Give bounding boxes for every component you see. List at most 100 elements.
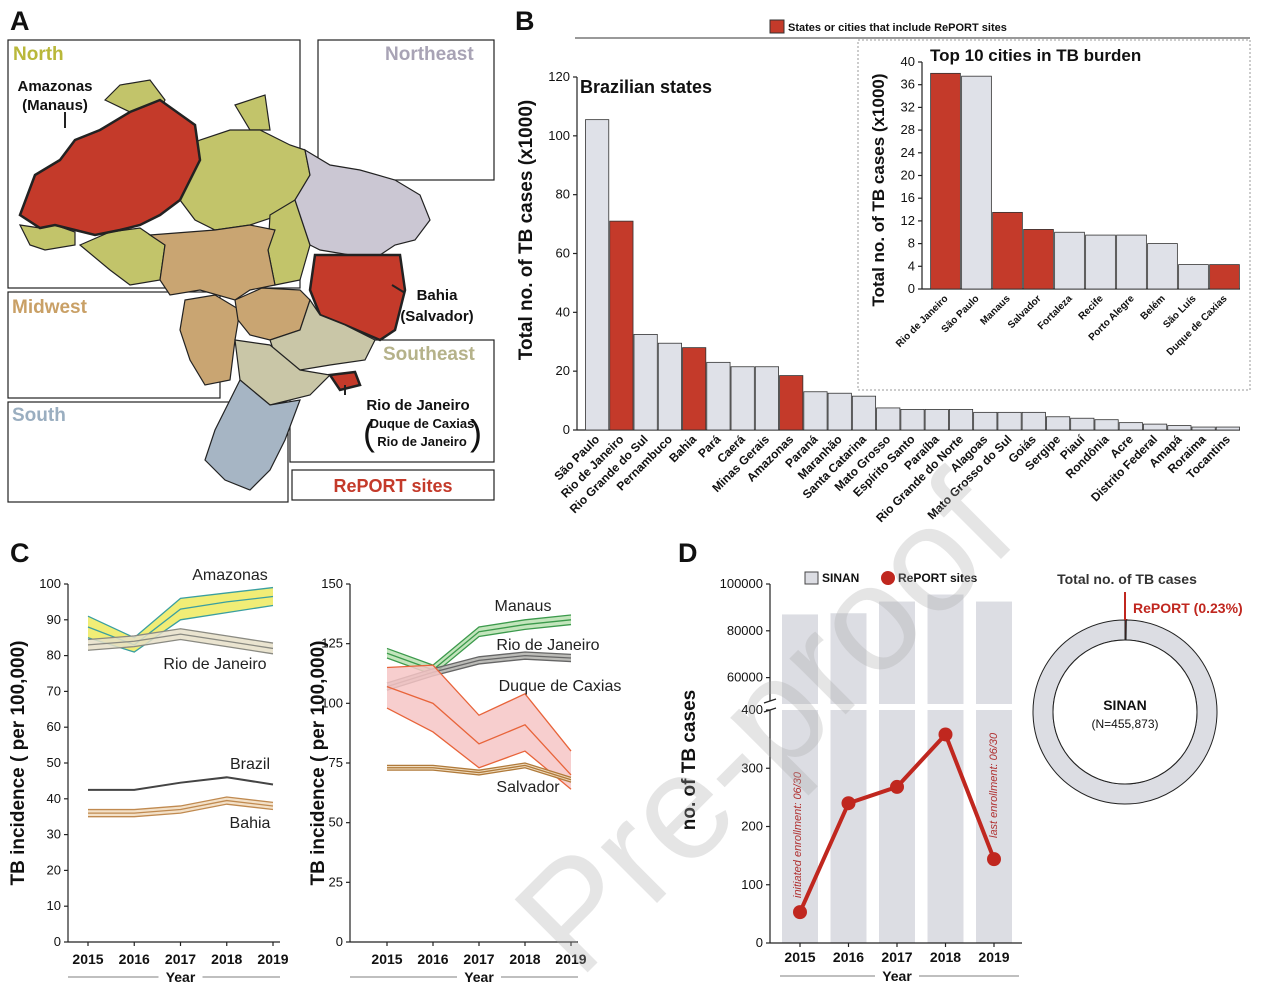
y-tick-label: 60000 — [727, 670, 763, 685]
y-tick-label: 36 — [901, 77, 915, 92]
slice-label: RePORT (0.23%) — [1133, 600, 1243, 616]
bar — [948, 409, 974, 431]
state — [234, 94, 271, 131]
band-edge — [87, 586, 274, 639]
y-tick-label: 80 — [556, 187, 570, 202]
x-tick-label: 2018 — [509, 951, 540, 967]
y-tick-label: 40 — [901, 54, 915, 69]
x-tick-label: 2015 — [784, 949, 815, 965]
state-site — [327, 370, 362, 392]
x-axis-title: Year — [882, 968, 912, 984]
map — [7, 39, 495, 503]
bar — [827, 392, 852, 431]
band-edge — [87, 628, 274, 644]
bar — [900, 409, 925, 431]
band-edge — [386, 664, 572, 752]
chart-title: Brazilian states — [580, 77, 712, 97]
x-tick-label: 2019 — [257, 951, 288, 967]
series-line — [87, 633, 274, 650]
region-box — [7, 401, 289, 503]
point — [987, 852, 1001, 867]
bar-lower — [879, 710, 915, 943]
point — [841, 796, 856, 811]
legend-label: RePORT sites — [333, 476, 452, 496]
y-tick-label: 20 — [556, 363, 570, 378]
series-label: Amazonas — [192, 567, 268, 584]
bar — [976, 601, 1012, 704]
panel-letter: D — [678, 538, 698, 568]
band-edge — [386, 707, 572, 790]
bar — [997, 411, 1022, 431]
site-label: Amazonas — [17, 78, 92, 95]
series-label: Rio de Janeiro — [163, 656, 266, 673]
y-tick-label: 100 — [321, 695, 343, 710]
x-tick-label: Recife — [1077, 293, 1106, 322]
region-label: Midwest — [12, 297, 88, 318]
center-note: (N=455,873) — [1091, 717, 1158, 731]
bar — [930, 72, 961, 290]
series-label: Brazil — [230, 756, 270, 773]
bar — [1167, 425, 1192, 431]
map-labels: North Northeast Midwest Southeast South … — [12, 44, 482, 496]
series-line — [387, 764, 572, 781]
y-tick-label: 300 — [741, 760, 763, 775]
y-axis-title: Total no. of TB cases (x1000) — [869, 73, 888, 306]
legend-swatch — [769, 19, 785, 34]
x-tick-label: 2016 — [417, 951, 448, 967]
point — [793, 905, 807, 920]
bar — [754, 366, 779, 431]
bar — [992, 211, 1023, 290]
y-axis-title: TB incidence ( per 100,000) — [8, 641, 29, 886]
x-tick-label: Duque de Caxias — [1165, 293, 1230, 358]
series-label: Rio de Janeiro — [496, 637, 599, 654]
x-tick-label: Rio de Janeiro — [894, 293, 951, 350]
y-tick-label: 8 — [908, 236, 915, 251]
bracket: ) — [470, 412, 482, 453]
bar — [1046, 416, 1071, 431]
bar — [1116, 234, 1147, 290]
band-fill — [88, 587, 273, 653]
series-label: Salvador — [496, 779, 560, 796]
bar — [657, 342, 682, 431]
panel-letter: C — [10, 538, 30, 568]
y-axis-title: TB incidence ( per 100,000) — [308, 641, 329, 886]
state — [148, 224, 276, 301]
series-line — [88, 776, 274, 791]
y-tick-label: 400 — [741, 702, 763, 717]
bar — [1118, 422, 1143, 431]
y-tick-label: 100 — [548, 128, 570, 143]
y-tick-label: 0 — [336, 934, 343, 949]
bracket: ( — [363, 412, 375, 453]
y-tick-label: 24 — [901, 145, 915, 160]
bar — [682, 347, 707, 431]
band-edge — [387, 762, 572, 778]
region-label: Southeast — [383, 344, 476, 365]
bar — [1191, 426, 1216, 431]
bar — [879, 601, 915, 704]
bar — [851, 395, 877, 431]
bar — [1070, 417, 1095, 431]
state-site — [308, 253, 407, 342]
x-tick-label: Belém — [1139, 293, 1168, 322]
bar — [1215, 426, 1240, 431]
x-tick-label: 2019 — [978, 949, 1009, 965]
bar — [1054, 231, 1085, 290]
band-edge — [87, 638, 274, 655]
band-fill — [88, 797, 273, 817]
bar — [1023, 229, 1054, 290]
inset-frame — [857, 39, 1251, 391]
x-tick-label: 2017 — [881, 949, 912, 965]
y-tick-label: 200 — [741, 819, 763, 834]
site-label: Rio de Janeiro — [377, 434, 467, 449]
y-tick-label: 90 — [47, 612, 61, 627]
x-tick-label: Fortaleza — [1036, 293, 1075, 332]
series-label: Bahia — [230, 815, 271, 832]
annotation: initiated enrollment: 06/30 — [792, 771, 804, 898]
region-box — [317, 39, 495, 181]
y-tick-label: 75 — [329, 755, 343, 770]
y-tick-label: 28 — [901, 122, 915, 137]
x-tick-label: 2018 — [211, 951, 242, 967]
x-tick-label: 2016 — [119, 951, 150, 967]
